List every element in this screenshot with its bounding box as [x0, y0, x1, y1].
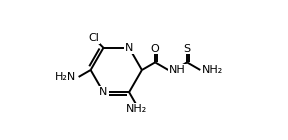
Text: N: N: [99, 87, 108, 97]
Text: NH₂: NH₂: [125, 104, 147, 114]
Text: N: N: [125, 43, 133, 53]
Text: H₂N: H₂N: [55, 72, 76, 82]
Text: NH: NH: [169, 65, 186, 75]
Text: S: S: [183, 44, 191, 53]
Text: NH₂: NH₂: [202, 65, 223, 75]
Text: Cl: Cl: [88, 33, 99, 43]
Text: O: O: [151, 44, 160, 53]
